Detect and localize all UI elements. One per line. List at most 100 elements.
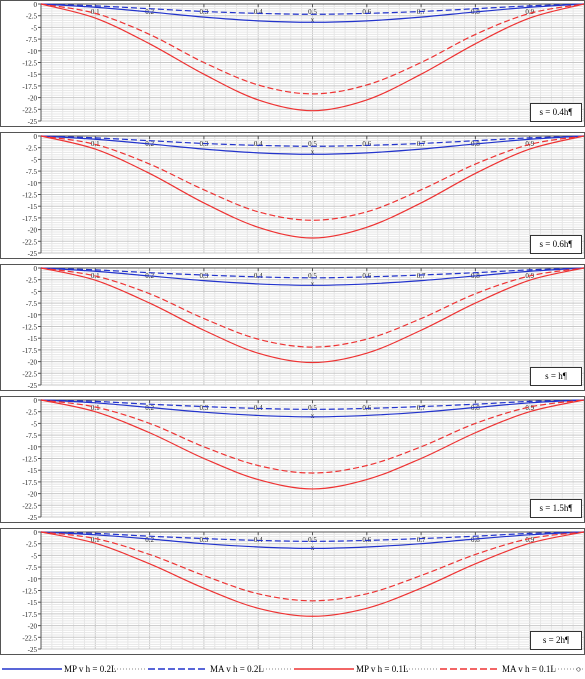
y-tick-label: -25 — [28, 646, 38, 654]
y-tick-label: -10 — [28, 444, 38, 452]
x-tick-label: 0.7 — [417, 404, 426, 412]
y-tick-label: -7.5 — [26, 564, 38, 572]
y-tick-label: -22.5 — [22, 634, 37, 642]
x-tick-label: 0.4 — [254, 8, 263, 16]
x-tick-label: 0.6 — [362, 140, 371, 148]
grid — [40, 531, 584, 650]
x-tick-label: 0.6 — [362, 8, 371, 16]
y-tick-label: -15 — [28, 335, 38, 343]
chart-panel: 0 -2.5 -5 -7.5 -10 -12.5 -15 -17.5 -20 -22.5 -25 0.… — [0, 264, 585, 391]
y-tick-label: -20 — [28, 227, 38, 235]
y-tick-label: -10 — [28, 48, 38, 56]
x-axis-label: x — [311, 148, 315, 156]
y-tick-label: -10 — [28, 576, 38, 584]
chart-svg: 0 -2.5 -5 -7.5 -10 -12.5 -15 -17.5 -20 -22.5 -25 0.… — [22, 133, 584, 258]
series-line — [40, 267, 584, 348]
y-tick-label: -7.5 — [26, 300, 38, 308]
y-tick-label: -2.5 — [26, 277, 38, 285]
series-line — [40, 267, 584, 364]
annotation-box: s = 1.5h¶ — [530, 499, 582, 518]
series-line — [40, 399, 584, 418]
y-tick-label: -2.5 — [26, 145, 38, 153]
y-tick-label: -22.5 — [22, 238, 37, 246]
series-line — [40, 3, 584, 23]
series-line — [40, 531, 584, 617]
legend-label: MP v h = 0.1L — [356, 664, 409, 674]
x-tick-label: 0.7 — [417, 536, 426, 544]
x-tick-label: 0.5 — [308, 272, 317, 280]
series-line — [40, 135, 584, 239]
y-tick-label: -10 — [28, 312, 38, 320]
y-tick-label: -20 — [28, 623, 38, 631]
legend-label: MP v h = 0.2L — [64, 664, 117, 674]
series-line — [40, 531, 584, 602]
y-tick-label: 0 — [34, 529, 38, 537]
chart-svg: 0 -2.5 -5 -7.5 -10 -12.5 -15 -17.5 -20 -22.5 -25 0.… — [22, 529, 584, 654]
x-tick-label: 0.5 — [308, 536, 317, 544]
annotation-box: s = 0.6h¶ — [530, 235, 582, 254]
y-tick-label: -22.5 — [22, 502, 37, 510]
y-tick-label: -25 — [28, 382, 38, 390]
chart-panel: 0 -2.5 -5 -7.5 -10 -12.5 -15 -17.5 -20 -22.5 -25 0.… — [0, 528, 585, 655]
y-tick-label: -2.5 — [26, 541, 38, 549]
x-axis-label: x — [311, 412, 315, 420]
series-line — [40, 3, 584, 95]
x-tick-label: 0.8 — [471, 536, 480, 544]
y-tick-label: -15 — [28, 203, 38, 211]
y-tick-label: -22.5 — [22, 106, 37, 114]
annotation-box: s = 2h¶ — [530, 631, 582, 650]
x-tick-label: 0.4 — [254, 140, 263, 148]
x-tick-label: 0.4 — [254, 272, 263, 280]
chart-svg: 0 -2.5 -5 -7.5 -10 -12.5 -15 -17.5 -20 -22.5 -25 0.… — [22, 265, 584, 390]
chart-svg: 0 -2.5 -5 -7.5 -10 -12.5 -15 -17.5 -20 -22.5 -25 0.… — [22, 397, 584, 522]
chart-panel: 0 -2.5 -5 -7.5 -10 -12.5 -15 -17.5 -20 -22.5 -25 0.… — [0, 132, 585, 259]
x-tick-label: 0.5 — [308, 404, 317, 412]
y-tick-label: -12.5 — [22, 192, 37, 200]
y-tick-label: -17.5 — [22, 215, 37, 223]
y-tick-label: -17.5 — [22, 83, 37, 91]
y-tick-label: -5 — [31, 156, 37, 164]
chart-panel: 0 -2.5 -5 -7.5 -10 -12.5 -15 -17.5 -20 -22.5 -25 0.… — [0, 0, 585, 127]
x-tick-label: 0.9 — [525, 536, 534, 544]
y-tick-label: -20 — [28, 95, 38, 103]
series-line — [40, 399, 584, 490]
series-line — [40, 267, 584, 279]
annotation-box: s = 0.4h¶ — [530, 103, 582, 122]
series-line — [40, 135, 584, 147]
legend-label: MA v h = 0.2L — [210, 664, 264, 674]
y-tick-label: -25 — [28, 250, 38, 258]
y-tick-label: -7.5 — [26, 36, 38, 44]
y-tick-label: -12.5 — [22, 456, 37, 464]
x-tick-label: 0.5 — [308, 8, 317, 16]
y-tick-label: -17.5 — [22, 611, 37, 619]
y-tick-label: -2.5 — [26, 13, 38, 21]
y-tick-label: 0 — [34, 133, 38, 141]
series-line — [40, 531, 584, 542]
series-line — [40, 135, 584, 221]
y-tick-label: -12.5 — [22, 588, 37, 596]
annotation-box: s = h¶ — [530, 367, 582, 386]
x-tick-label: 0.9 — [525, 8, 534, 16]
x-axis-label: x — [311, 280, 315, 288]
series-line — [40, 399, 584, 410]
x-tick-label: 0.6 — [362, 272, 371, 280]
y-tick-label: -20 — [28, 491, 38, 499]
x-axis-label: x — [311, 16, 315, 24]
x-tick-label: 0.1 — [91, 8, 100, 16]
y-tick-label: -25 — [28, 514, 38, 522]
chart-svg: 0 -2.5 -5 -7.5 -10 -12.5 -15 -17.5 -20 -22.5 -25 0.… — [22, 1, 584, 126]
x-tick-label: 0.3 — [200, 536, 209, 544]
y-tick-label: -5 — [31, 420, 37, 428]
y-tick-label: -15 — [28, 467, 38, 475]
series-line — [40, 399, 584, 474]
y-tick-label: 0 — [34, 1, 38, 9]
series-line — [40, 3, 584, 112]
chart-panel: 0 -2.5 -5 -7.5 -10 -12.5 -15 -17.5 -20 -22.5 -25 0.… — [0, 396, 585, 523]
y-tick-label: -20 — [28, 359, 38, 367]
series-line — [40, 267, 584, 286]
x-tick-label: 0.5 — [308, 140, 317, 148]
y-tick-label: -5 — [31, 288, 37, 296]
y-tick-label: -17.5 — [22, 347, 37, 355]
y-tick-label: -17.5 — [22, 479, 37, 487]
